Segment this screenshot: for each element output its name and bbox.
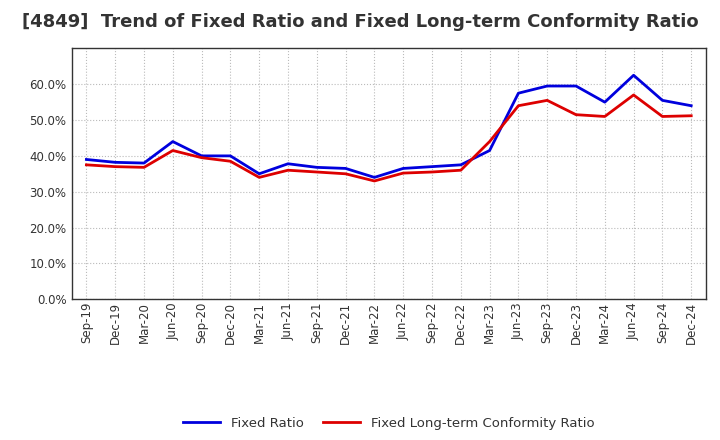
Fixed Ratio [168,139,177,144]
Fixed Ratio [111,160,120,165]
Fixed Ratio [572,83,580,88]
Fixed Ratio [226,153,235,158]
Fixed Long-term Conformity Ratio [456,168,465,173]
Fixed Long-term Conformity Ratio [82,162,91,168]
Fixed Long-term Conformity Ratio [600,114,609,119]
Fixed Long-term Conformity Ratio [140,165,148,170]
Fixed Ratio [284,161,292,166]
Fixed Ratio [543,83,552,88]
Fixed Long-term Conformity Ratio [543,98,552,103]
Fixed Ratio [140,161,148,166]
Fixed Ratio [399,166,408,171]
Fixed Long-term Conformity Ratio [658,114,667,119]
Fixed Long-term Conformity Ratio [284,168,292,173]
Fixed Long-term Conformity Ratio [312,169,321,175]
Fixed Long-term Conformity Ratio [629,92,638,98]
Fixed Long-term Conformity Ratio [370,178,379,183]
Fixed Long-term Conformity Ratio [687,113,696,118]
Fixed Ratio [255,171,264,176]
Line: Fixed Long-term Conformity Ratio: Fixed Long-term Conformity Ratio [86,95,691,181]
Fixed Long-term Conformity Ratio [514,103,523,108]
Fixed Ratio [658,98,667,103]
Fixed Ratio [428,164,436,169]
Fixed Long-term Conformity Ratio [341,171,350,176]
Legend: Fixed Ratio, Fixed Long-term Conformity Ratio: Fixed Ratio, Fixed Long-term Conformity … [178,411,600,435]
Fixed Long-term Conformity Ratio [168,148,177,153]
Fixed Ratio [341,166,350,171]
Fixed Long-term Conformity Ratio [572,112,580,117]
Fixed Ratio [687,103,696,108]
Fixed Long-term Conformity Ratio [111,164,120,169]
Fixed Long-term Conformity Ratio [226,159,235,164]
Fixed Ratio [600,99,609,105]
Fixed Ratio [514,91,523,96]
Fixed Ratio [312,165,321,170]
Fixed Ratio [370,175,379,180]
Fixed Long-term Conformity Ratio [399,170,408,176]
Fixed Long-term Conformity Ratio [197,155,206,160]
Fixed Long-term Conformity Ratio [428,169,436,175]
Fixed Ratio [82,157,91,162]
Fixed Ratio [485,148,494,153]
Line: Fixed Ratio: Fixed Ratio [86,75,691,177]
Fixed Ratio [197,153,206,158]
Fixed Ratio [629,73,638,78]
Fixed Long-term Conformity Ratio [485,139,494,144]
Fixed Ratio [456,162,465,168]
Fixed Long-term Conformity Ratio [255,175,264,180]
Text: [4849]  Trend of Fixed Ratio and Fixed Long-term Conformity Ratio: [4849] Trend of Fixed Ratio and Fixed Lo… [22,13,698,31]
